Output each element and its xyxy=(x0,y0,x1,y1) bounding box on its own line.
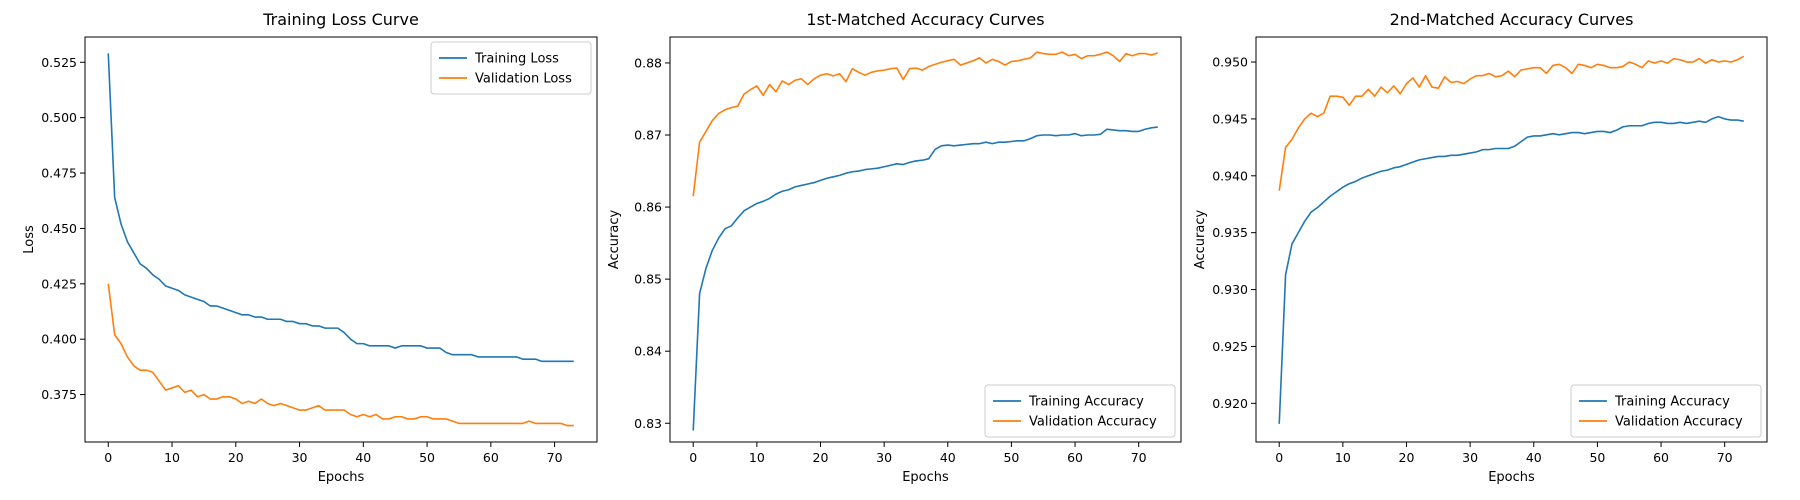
y-tick-label: 0.400 xyxy=(41,332,77,347)
y-tick-label: 0.950 xyxy=(1212,55,1248,70)
legend-label: Training Accuracy xyxy=(1028,395,1144,410)
x-tick-label: 0 xyxy=(104,450,112,465)
x-tick-label: 70 xyxy=(1717,450,1733,465)
x-tick-label: 30 xyxy=(876,450,892,465)
x-tick-label: 0 xyxy=(1275,450,1283,465)
y-tick-label: 0.475 xyxy=(41,166,77,181)
legend: Training Loss Validation Loss xyxy=(430,41,592,95)
y-tick-label: 0.450 xyxy=(41,221,77,236)
x-tick-label: 20 xyxy=(1399,450,1415,465)
legend-label: Training Accuracy xyxy=(1614,395,1730,410)
legend-label: Validation Accuracy xyxy=(1029,415,1157,430)
chart-title: Training Loss Curve xyxy=(262,10,419,29)
plot-frame xyxy=(84,36,598,443)
legend-box xyxy=(1570,384,1762,438)
legend-label: Training Loss xyxy=(474,52,559,67)
x-tick-label: 50 xyxy=(1003,450,1019,465)
x-axis-label: Epochs xyxy=(902,470,949,485)
y-tick-label: 0.86 xyxy=(634,200,662,215)
x-tick-label: 20 xyxy=(228,450,244,465)
x-tick-label: 30 xyxy=(1462,450,1478,465)
chart-title: 1st-Matched Accuracy Curves xyxy=(806,10,1044,29)
y-tick-label: 0.87 xyxy=(634,128,662,143)
series-line-validation-loss xyxy=(107,283,574,427)
chart-panel-1: Training Loss Curve 0 10 20 30 40 50 60 70 0.375 0… xyxy=(22,10,598,485)
y-tick-label: 0.525 xyxy=(41,55,77,70)
x-tick-label: 60 xyxy=(1653,450,1669,465)
legend-label: Validation Accuracy xyxy=(1615,415,1743,430)
plot-frame xyxy=(669,36,1182,443)
series-line-training-accuracy xyxy=(1278,115,1744,424)
x-tick-label: 70 xyxy=(547,450,563,465)
x-tick-label: 70 xyxy=(1131,450,1147,465)
x-axis-label: Epochs xyxy=(318,470,365,485)
legend: Training Accuracy Validation Accuracy xyxy=(984,384,1176,438)
x-tick-label: 20 xyxy=(813,450,829,465)
y-tick-label: 0.425 xyxy=(41,276,77,291)
series-line-training-loss xyxy=(107,53,574,363)
y-axis-label: Accuracy xyxy=(607,210,622,270)
x-tick-label: 10 xyxy=(749,450,765,465)
x-tick-label: 10 xyxy=(164,450,180,465)
legend: Training Accuracy Validation Accuracy xyxy=(1570,384,1762,438)
y-tick-label: 0.84 xyxy=(634,344,662,359)
y-tick-label: 0.935 xyxy=(1212,225,1248,240)
legend-label: Validation Loss xyxy=(475,72,572,87)
x-tick-label: 10 xyxy=(1335,450,1351,465)
y-tick-label: 0.925 xyxy=(1212,339,1248,354)
x-tick-label: 40 xyxy=(940,450,956,465)
y-tick-label: 0.920 xyxy=(1212,396,1248,411)
x-tick-label: 40 xyxy=(1526,450,1542,465)
y-tick-label: 0.930 xyxy=(1212,282,1248,297)
y-tick-label: 0.88 xyxy=(634,55,662,70)
y-tick-label: 0.375 xyxy=(41,387,77,402)
x-tick-label: 50 xyxy=(419,450,435,465)
y-tick-label: 0.945 xyxy=(1212,111,1248,126)
series-line-validation-accuracy xyxy=(1278,55,1745,191)
series-line-training-accuracy xyxy=(692,126,1158,431)
y-axis-label: Accuracy xyxy=(1193,210,1208,270)
x-tick-label: 30 xyxy=(292,450,308,465)
y-axis-label: Loss xyxy=(22,225,37,254)
y-tick-label: 0.500 xyxy=(41,110,77,125)
y-tick-label: 0.83 xyxy=(634,416,662,431)
chart-panel-2: 1st-Matched Accuracy Curves 0 10 20 30 40 50 60… xyxy=(607,10,1182,485)
plot-frame xyxy=(1255,36,1768,443)
y-tick-label: 0.85 xyxy=(634,272,662,287)
x-tick-label: 50 xyxy=(1589,450,1605,465)
x-tick-label: 40 xyxy=(355,450,371,465)
chart-panel-3: 2nd-Matched Accuracy Curves 0 10 20 30 40 50 60… xyxy=(1193,10,1768,485)
x-tick-label: 60 xyxy=(1067,450,1083,465)
chart-title: 2nd-Matched Accuracy Curves xyxy=(1390,10,1634,29)
legend-box xyxy=(430,41,592,95)
legend-box xyxy=(984,384,1176,438)
x-tick-label: 60 xyxy=(483,450,499,465)
x-tick-label: 0 xyxy=(689,450,697,465)
y-tick-label: 0.940 xyxy=(1212,168,1248,183)
x-axis-label: Epochs xyxy=(1488,470,1535,485)
series-line-validation-accuracy xyxy=(692,51,1159,197)
